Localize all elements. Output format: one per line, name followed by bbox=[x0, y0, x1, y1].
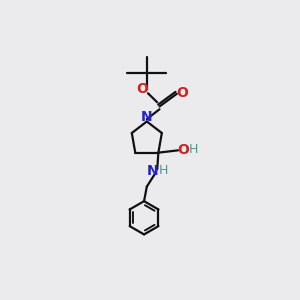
Text: O: O bbox=[176, 85, 188, 100]
Text: N: N bbox=[141, 110, 153, 124]
Text: O: O bbox=[177, 143, 189, 157]
Text: H: H bbox=[159, 164, 168, 177]
Text: O: O bbox=[137, 82, 148, 96]
Text: N: N bbox=[147, 164, 159, 178]
Text: H: H bbox=[189, 143, 198, 156]
